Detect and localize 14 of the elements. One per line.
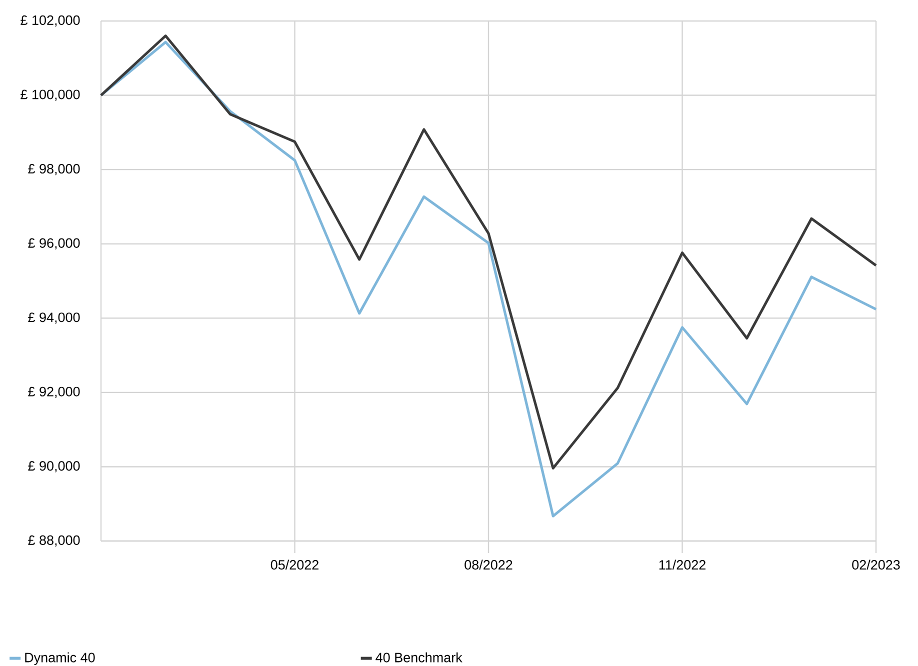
y-tick-label: £ 94,000 [28, 312, 80, 324]
y-tick-label: £ 88,000 [28, 535, 80, 547]
y-tick-label: £ 100,000 [20, 90, 80, 101]
x-tick-label: 05/2022 [270, 560, 318, 570]
legend-label: Dynamic 40 [25, 652, 95, 665]
y-tick-label: £ 96,000 [28, 238, 80, 250]
legend-label: 40 Benchmark [376, 652, 462, 662]
y-tick-label: £ 102,000 [20, 15, 80, 27]
y-tick-label: £ 90,000 [28, 461, 80, 472]
x-tick-label: 02/2023 [852, 560, 900, 570]
x-tick-label: 08/2022 [464, 560, 512, 570]
y-tick-label: £ 98,000 [28, 164, 80, 176]
y-tick-label: £ 92,000 [28, 386, 80, 398]
x-tick-label: 11/2022 [659, 560, 706, 570]
